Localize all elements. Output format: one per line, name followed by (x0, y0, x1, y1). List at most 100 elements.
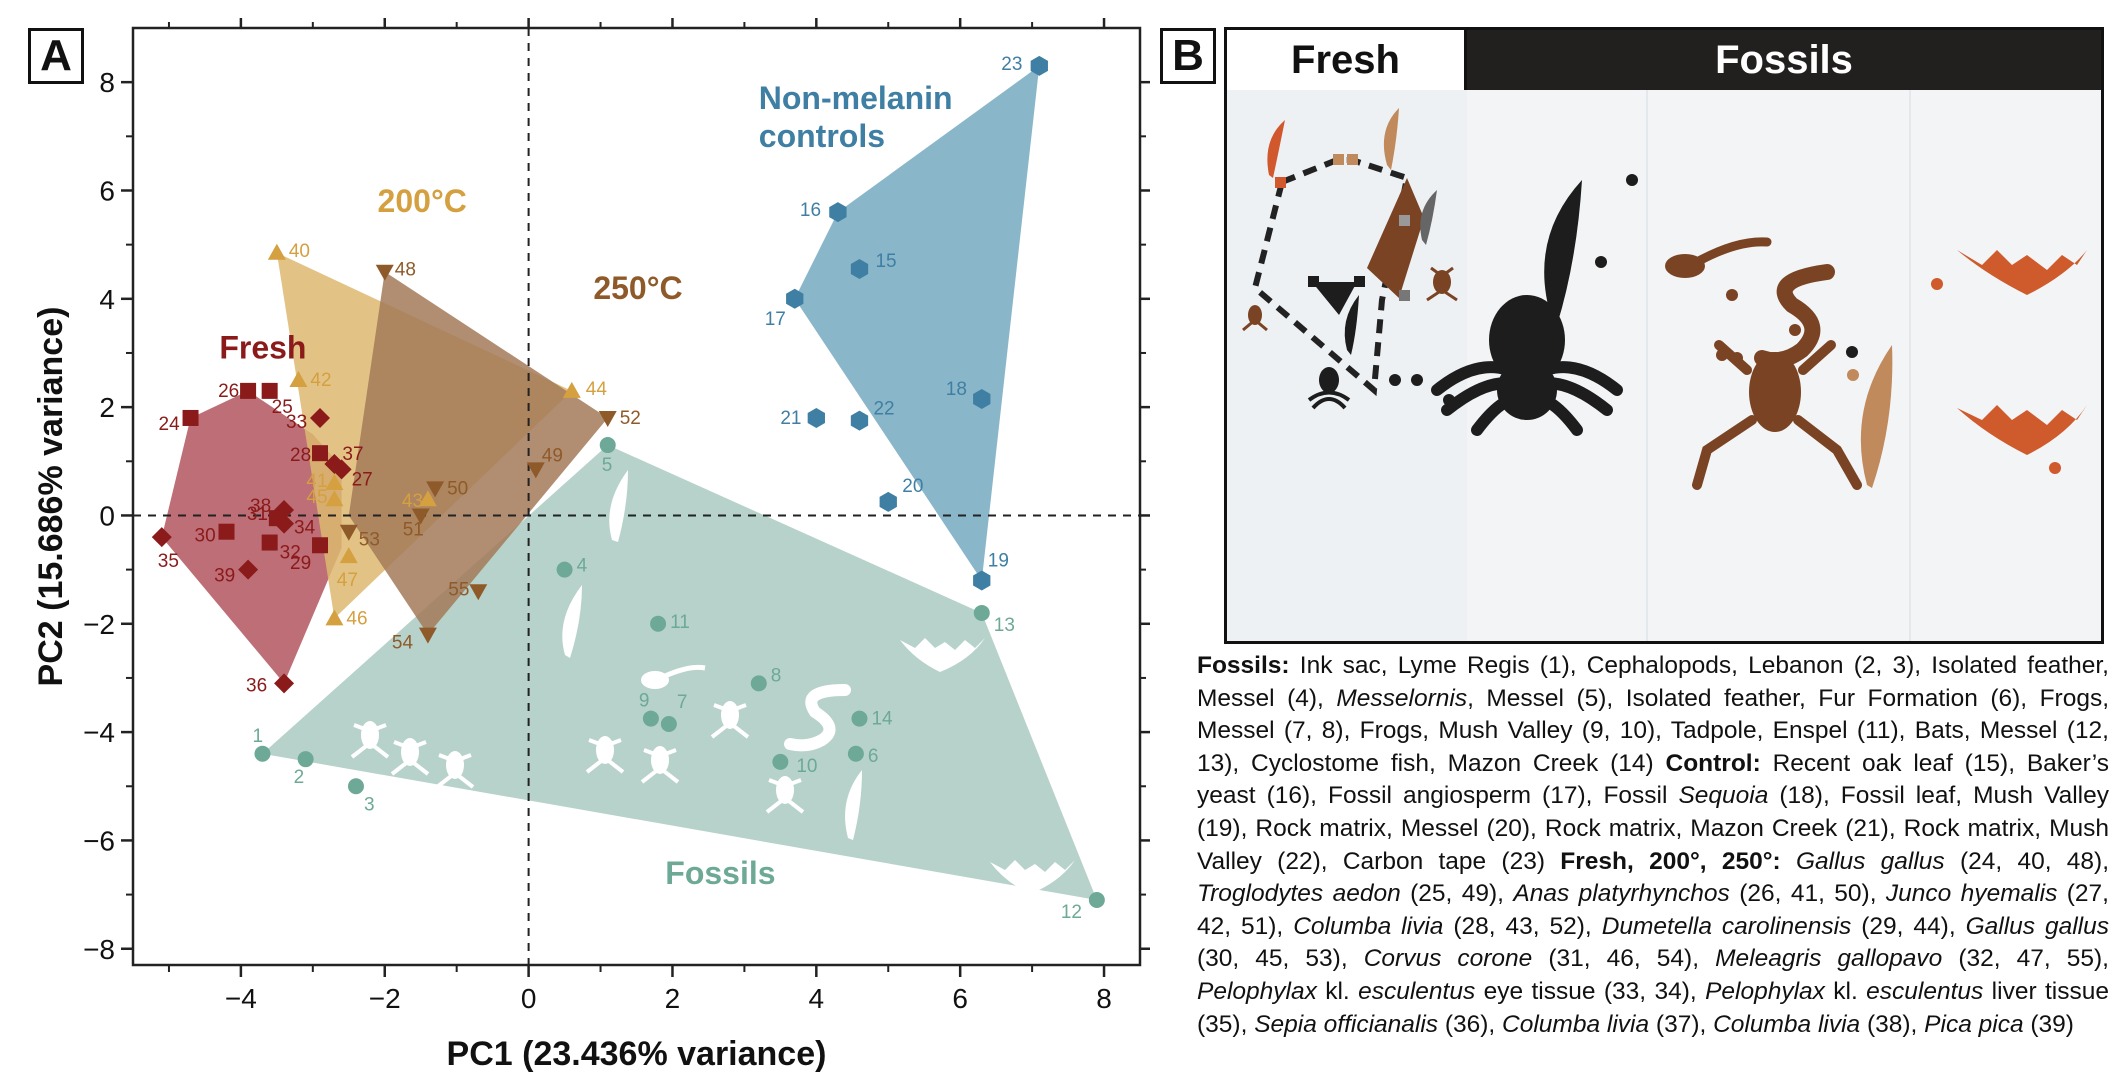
point-label: 37 (342, 444, 363, 465)
point-label: 14 (871, 709, 893, 730)
group-label-controls: controls (759, 118, 885, 154)
fossil-orange-dots (1931, 278, 2061, 474)
y-tick-label: −8 (83, 934, 115, 965)
caption-species-name: esculentus (1358, 977, 1476, 1005)
fresh-small-markers (1275, 154, 1410, 301)
data-point (750, 675, 767, 692)
group-label-controls: Non-melanin (759, 80, 953, 116)
caption-species-name: Troglodytes aedon (1197, 880, 1401, 908)
data-point (660, 715, 677, 732)
point-label: 2 (294, 767, 305, 788)
caption-species-name: Pica pica (1924, 1010, 2024, 1038)
point-label: 22 (873, 399, 894, 420)
point-label: 34 (294, 518, 316, 539)
data-point (1030, 55, 1048, 76)
caption-species-name: Junco hyemalis (1885, 880, 2058, 908)
y-axis-label: PC2 (15.686% variance) (32, 307, 70, 687)
data-point (426, 481, 445, 498)
point-label: 26 (218, 381, 239, 402)
caption-species-ids: (31, 46, 54), (1532, 945, 1716, 973)
data-point (850, 410, 869, 431)
caption-species-name: Meleagris gallopavo (1715, 945, 1943, 973)
data-point (274, 513, 295, 534)
data-point (847, 745, 864, 762)
point-label: 49 (542, 445, 563, 466)
plot-frame (131, 26, 1142, 967)
caption-species-ids: kl. (1316, 977, 1359, 1005)
point-label: 12 (1061, 902, 1082, 923)
data-point (310, 407, 331, 428)
data-point (642, 710, 659, 727)
caption-fossils-text: Ink sac, Lyme Regis (1), Cephalopods, Le… (1197, 652, 2109, 712)
panel-b-header-fossils: Fossils (1467, 30, 2101, 90)
data-point (261, 382, 278, 399)
caption-control-italic: Sequoia (1678, 782, 1769, 810)
point-label: 55 (448, 579, 469, 600)
fossil-tan-feather-icon (1860, 345, 1893, 488)
point-label: 17 (765, 309, 786, 330)
point-label: 33 (286, 412, 307, 433)
caption-species-ids: (28, 43, 52), (1443, 912, 1602, 940)
fossil-bat-icon (1957, 250, 2087, 455)
point-label: 28 (290, 445, 311, 466)
point-label: 9 (639, 691, 650, 712)
data-point (851, 710, 868, 727)
y-tick-label: 8 (99, 67, 115, 98)
data-point (411, 508, 430, 525)
fresh-frog-icon (1242, 266, 1458, 332)
point-label: 11 (670, 612, 690, 633)
point-label: 40 (289, 241, 310, 262)
data-point (772, 753, 789, 770)
caption-species-name: Gallus gallus (1795, 847, 1945, 875)
data-point (562, 381, 581, 398)
panel-a-letter: A (28, 28, 84, 84)
point-label: 31 (247, 504, 268, 525)
point-label: 19 (988, 550, 1009, 571)
x-tick-label: −2 (369, 983, 401, 1014)
fresh-250-shape (1367, 178, 1424, 298)
point-label: 32 (280, 543, 301, 564)
data-point (469, 584, 488, 601)
caption-species-ids: kl. (1824, 977, 1867, 1005)
point-label: 10 (796, 756, 817, 777)
data-point (312, 445, 329, 462)
point-label: 5 (602, 455, 613, 476)
x-axis-label: PC1 (23.436% variance) (447, 1035, 827, 1073)
caption-species-name: Pelophylax (1197, 977, 1317, 1005)
data-point (786, 288, 804, 309)
data-point (240, 382, 257, 399)
group-label-c200: 200°C (378, 183, 467, 219)
fossil-black-dots (1389, 174, 1638, 406)
point-label: 3 (364, 794, 375, 815)
caption-species-ids: liver tissue (35), (1197, 977, 2109, 1038)
fresh-black-triangle (1312, 282, 1357, 315)
point-label: 20 (902, 476, 923, 497)
point-label: 50 (447, 478, 468, 499)
data-point (261, 534, 278, 551)
data-point (182, 409, 199, 426)
data-point (850, 259, 869, 280)
data-point (339, 547, 358, 564)
fossil-black-feather-icon (1544, 180, 1582, 325)
caption-species-name: Corvus corone (1363, 945, 1533, 973)
point-label: 15 (875, 251, 896, 272)
point-label: 8 (771, 665, 782, 686)
fossil-tadpole-icon (1665, 237, 1772, 278)
hull-controls (794, 65, 1040, 581)
caption-species-ids: (38), (1860, 1010, 1925, 1038)
y-tick-label: 6 (99, 175, 115, 206)
point-label: 44 (586, 379, 608, 400)
point-label: 43 (402, 491, 423, 512)
data-point (331, 459, 352, 480)
panel-b-illustration: Fresh Fossils (1224, 27, 2104, 644)
caption-fresh-head: Fresh, 200°, 250°: (1560, 847, 1781, 875)
point-label: 23 (1001, 54, 1022, 75)
fossil-octopus-icon (1431, 295, 1623, 436)
caption-fossils-italic: Messelornis (1336, 684, 1468, 712)
group-label-c250: 250°C (593, 270, 682, 306)
caption-species-name: Pelophylax (1705, 977, 1825, 1005)
data-point (879, 491, 897, 512)
caption-fossils-head: Fossils: (1197, 652, 1290, 679)
caption-species-name: Columba livia (1713, 1010, 1861, 1038)
